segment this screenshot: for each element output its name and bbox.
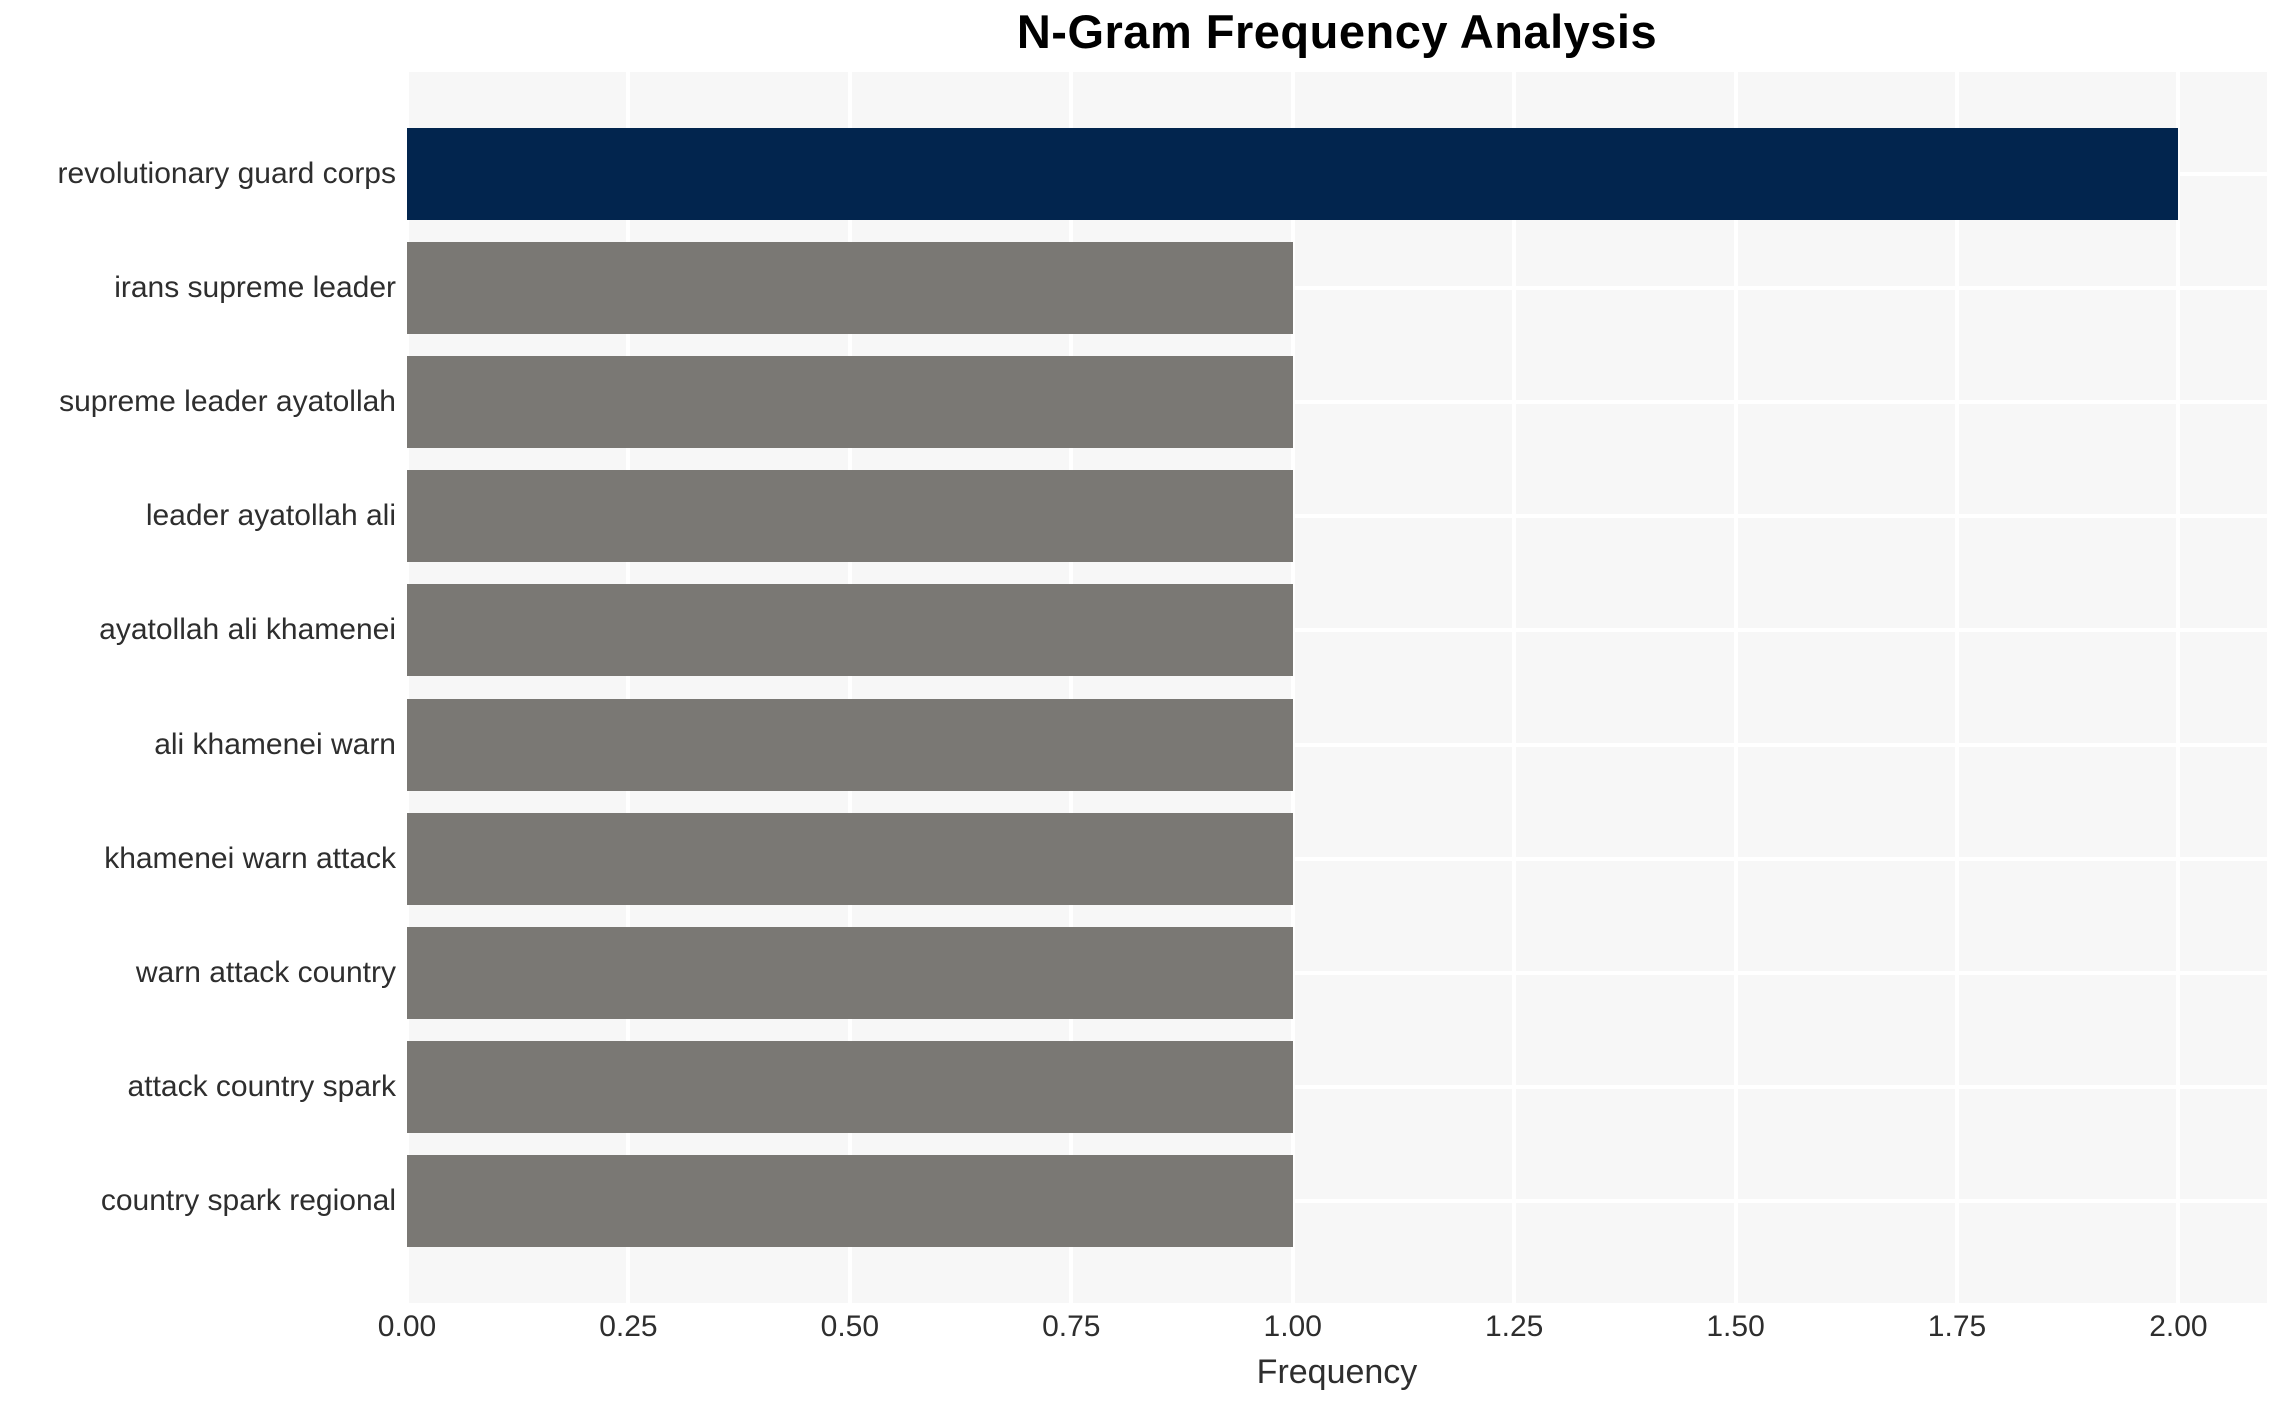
bar (407, 1155, 1293, 1247)
y-axis: revolutionary guard corps irans supreme l… (0, 72, 396, 1303)
gridline-vertical (847, 72, 852, 1303)
plot-area (407, 72, 2267, 1303)
x-tick-label: 0.50 (820, 1310, 880, 1343)
bar (407, 356, 1293, 449)
gridline-vertical (407, 72, 409, 1303)
bar (407, 812, 1293, 905)
x-tick-label: 1.75 (1927, 1310, 1987, 1343)
bar (407, 698, 1293, 791)
bar (407, 584, 1293, 677)
bar (407, 470, 1293, 563)
x-axis-label: Frequency (1256, 1353, 1418, 1391)
gridline-vertical (1069, 72, 1074, 1303)
y-axis-label: warn attack country (135, 955, 396, 989)
gridline-horizontal (407, 1084, 2267, 1089)
x-tick-label: 2.00 (2149, 1310, 2208, 1343)
x-tick-label: 0.00 (377, 1310, 437, 1343)
y-axis-label: leader ayatollah ali (145, 499, 396, 533)
y-axis-label: country spark regional (100, 1184, 396, 1217)
gridline-vertical (1512, 72, 1517, 1303)
gridline-horizontal (407, 742, 2267, 747)
gridline-horizontal (407, 514, 2267, 519)
y-axis-label: attack country spark (127, 1069, 396, 1103)
y-axis-label: khamenei warn attack (104, 841, 396, 875)
gridline-vertical (1733, 72, 1738, 1303)
gridline-vertical (1290, 72, 1295, 1303)
x-tick-label: 0.25 (599, 1310, 658, 1343)
gridline-vertical (1955, 72, 1959, 1303)
gridline-horizontal (407, 1199, 2267, 1203)
y-axis-label: ayatollah ali khamenei (99, 613, 396, 647)
y-axis-label: irans supreme leader (114, 271, 396, 305)
gridline-vertical (2176, 72, 2181, 1303)
bar (407, 128, 2179, 220)
bar (407, 1040, 1293, 1133)
x-tick-label: 1.00 (1263, 1310, 1322, 1343)
y-axis-label: ali khamenei warn (154, 727, 396, 761)
y-axis-label: revolutionary guard corps (57, 157, 396, 190)
chart-title: N-Gram Frequency Analysis (1016, 5, 1658, 58)
x-tick-label: 1.25 (1484, 1310, 1544, 1343)
bar (407, 242, 1293, 335)
x-axis: 0.00 0.25 0.50 0.75 1.00 1.25 1.50 1.75 2.00 (378, 1309, 2267, 1349)
gridline-vertical (626, 72, 631, 1303)
x-tick-label: 0.75 (1042, 1310, 1101, 1343)
gridline-horizontal (407, 970, 2267, 975)
gridline-horizontal (407, 628, 2267, 633)
gridline-horizontal (407, 286, 2267, 291)
gridline-horizontal (407, 856, 2267, 861)
x-tick-label: 1.50 (1706, 1310, 1765, 1343)
y-axis-label: supreme leader ayatollah (59, 385, 396, 419)
gridline-horizontal (407, 400, 2267, 405)
bar (407, 926, 1293, 1019)
